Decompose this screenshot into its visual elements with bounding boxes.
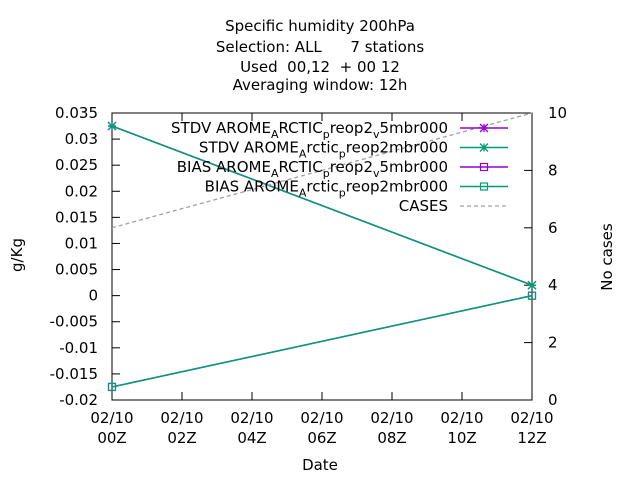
square-marker bbox=[479, 162, 489, 172]
x-axis-label: Date bbox=[302, 456, 338, 474]
legend-label: STDV AROMEArcticpreop2mbr000 bbox=[199, 139, 448, 161]
y2-tick-label: 4 bbox=[548, 276, 558, 294]
x-tick-label: 02/10 12Z bbox=[510, 409, 553, 447]
legend-label: STDV AROMEARCTICpreop2v5mbr000 bbox=[171, 119, 448, 141]
star-marker bbox=[479, 143, 489, 152]
series-4 bbox=[111, 112, 533, 229]
series-line bbox=[111, 112, 533, 229]
y2-tick-label: 8 bbox=[548, 161, 558, 179]
y-tick-label: 0 bbox=[88, 287, 98, 305]
y-tick-label: 0.025 bbox=[55, 156, 98, 174]
x-tick-label: 02/10 08Z bbox=[370, 409, 413, 447]
y-tick-label: 0.015 bbox=[55, 208, 98, 226]
chart-title: Specific humidity 200hPa Selection: ALL … bbox=[216, 17, 424, 94]
axes: 0.035 0.03 0.025 0.02 0.015 0.01 0.005 0 -0.005 -… bbox=[50, 104, 567, 447]
series-3 bbox=[107, 291, 537, 392]
y-tick-label: -0.015 bbox=[50, 365, 98, 383]
star-marker bbox=[527, 280, 537, 290]
series-line bbox=[111, 294, 533, 388]
x-tick-label: 02/10 10Z bbox=[440, 409, 483, 447]
y-tick-label: 0.03 bbox=[65, 130, 98, 148]
y2-tick-label: 2 bbox=[548, 334, 558, 352]
series-line bbox=[111, 125, 533, 286]
y2-tick-label: 0 bbox=[548, 391, 558, 409]
title-line-2: Selection: ALL 7 stations bbox=[216, 38, 424, 56]
y-axis-label: g/Kg bbox=[8, 238, 26, 272]
title-line-3: Used 00,12 + 00 12 bbox=[240, 58, 400, 76]
x-tick-label: 02/10 04Z bbox=[230, 409, 273, 447]
x-tick-label: 02/10 00Z bbox=[90, 409, 133, 447]
x-tick-label: 02/10 02Z bbox=[160, 409, 203, 447]
legend-label: BIAS AROMEARCTICpreop2v5mbr000 bbox=[177, 158, 448, 180]
square-marker bbox=[107, 382, 117, 392]
series-1 bbox=[107, 121, 537, 290]
y2-tick-label: 10 bbox=[548, 104, 567, 122]
y-tick-label: -0.01 bbox=[59, 339, 98, 357]
y-tick-label: 0.01 bbox=[65, 234, 98, 252]
star-marker bbox=[479, 123, 489, 133]
square-marker bbox=[527, 291, 537, 300]
star-marker bbox=[107, 121, 117, 131]
legend-label: BIAS AROMEArcticpreop2mbr000 bbox=[205, 178, 448, 200]
y-tick-label: 0.035 bbox=[55, 104, 98, 122]
y-tick-label: -0.02 bbox=[59, 391, 98, 409]
y2-tick-label: 6 bbox=[548, 219, 558, 237]
series-layer bbox=[107, 112, 537, 392]
y-tick-label: 0.005 bbox=[55, 261, 98, 279]
square-marker bbox=[479, 182, 489, 191]
title-line-1: Specific humidity 200hPa bbox=[225, 17, 415, 35]
y-tick-label: -0.005 bbox=[50, 313, 98, 331]
legend-label: CASES bbox=[399, 197, 448, 215]
y2-axis-label: No cases bbox=[598, 223, 616, 291]
title-line-4: Averaging window: 12h bbox=[233, 76, 408, 94]
x-tick-label: 02/10 06Z bbox=[300, 409, 343, 447]
y-tick-label: 0.02 bbox=[65, 182, 98, 200]
